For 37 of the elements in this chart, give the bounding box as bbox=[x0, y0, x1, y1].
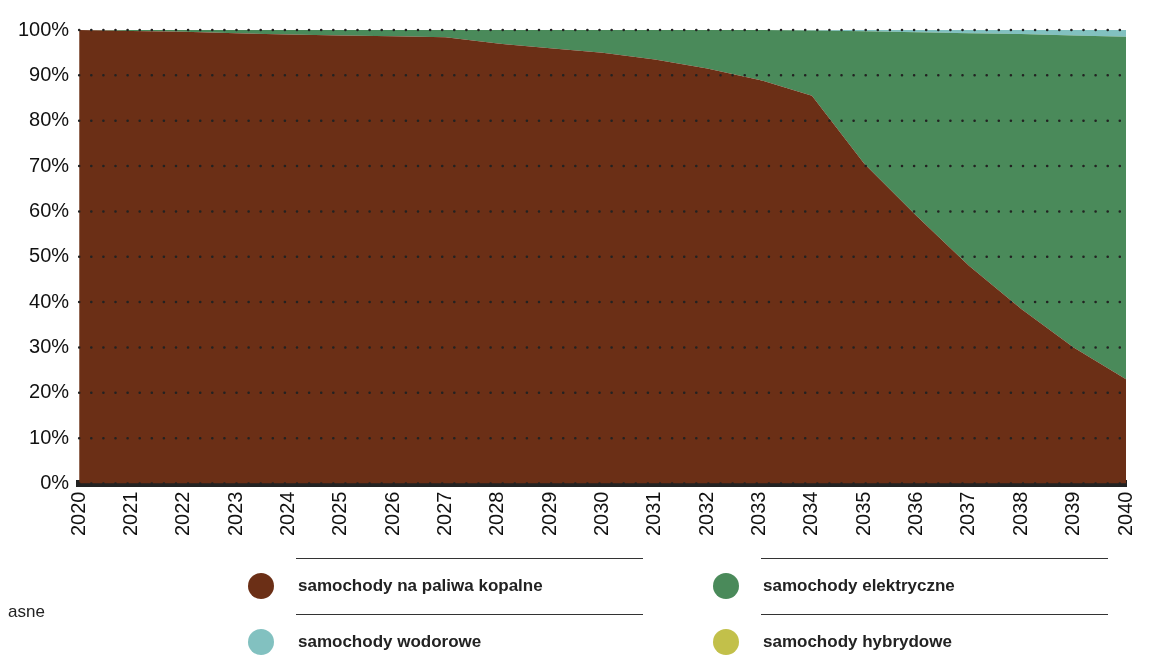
x-tick-label: 2023 bbox=[223, 491, 246, 537]
x-tick-label: 2024 bbox=[276, 491, 299, 537]
x-tick-label: 2033 bbox=[747, 491, 770, 537]
y-tick-label: 30% bbox=[29, 334, 70, 357]
text: asne bbox=[8, 602, 45, 622]
y-tick-label: 90% bbox=[29, 62, 70, 85]
x-tick-label: 2021 bbox=[119, 491, 142, 537]
y-tick-label: 0% bbox=[40, 471, 70, 494]
legend-label: samochody hybrydowe bbox=[763, 632, 952, 652]
x-tick-label: 2038 bbox=[1008, 491, 1031, 537]
x-tick-label: 2035 bbox=[851, 491, 874, 537]
x-tick-label: 2022 bbox=[171, 491, 194, 537]
y-tick-label: 10% bbox=[29, 425, 70, 448]
x-tick-label: 2025 bbox=[328, 491, 351, 537]
y-tick-label: 50% bbox=[29, 244, 70, 267]
x-tick-label: 2034 bbox=[799, 491, 822, 537]
legend-label: samochody elektryczne bbox=[763, 576, 955, 596]
y-tick-label: 70% bbox=[29, 153, 70, 176]
x-tick-label: 2028 bbox=[485, 491, 508, 537]
y-tick-label: 80% bbox=[29, 108, 70, 131]
y-tick-label: 40% bbox=[29, 289, 70, 312]
x-tick-label: 2030 bbox=[590, 491, 613, 537]
legend-label: samochody wodorowe bbox=[298, 632, 482, 652]
y-tick-label: 60% bbox=[29, 198, 70, 221]
x-tick-label: 2039 bbox=[1061, 491, 1084, 537]
x-tick-label: 2027 bbox=[433, 491, 456, 537]
x-tick-label: 2020 bbox=[66, 491, 89, 537]
y-tick-label: 100% bbox=[18, 17, 70, 40]
x-tick-label: 2037 bbox=[956, 491, 979, 537]
x-tick-label: 2036 bbox=[904, 491, 927, 537]
x-tick-label: 2029 bbox=[537, 491, 560, 537]
x-tick-label: 2032 bbox=[694, 491, 717, 537]
legend-label: samochody na paliwa kopalne bbox=[298, 576, 543, 596]
x-tick-label: 2026 bbox=[380, 491, 403, 537]
y-tick-label: 20% bbox=[29, 380, 70, 403]
x-tick-label: 2040 bbox=[1113, 491, 1136, 537]
x-tick-label: 2031 bbox=[642, 491, 665, 537]
